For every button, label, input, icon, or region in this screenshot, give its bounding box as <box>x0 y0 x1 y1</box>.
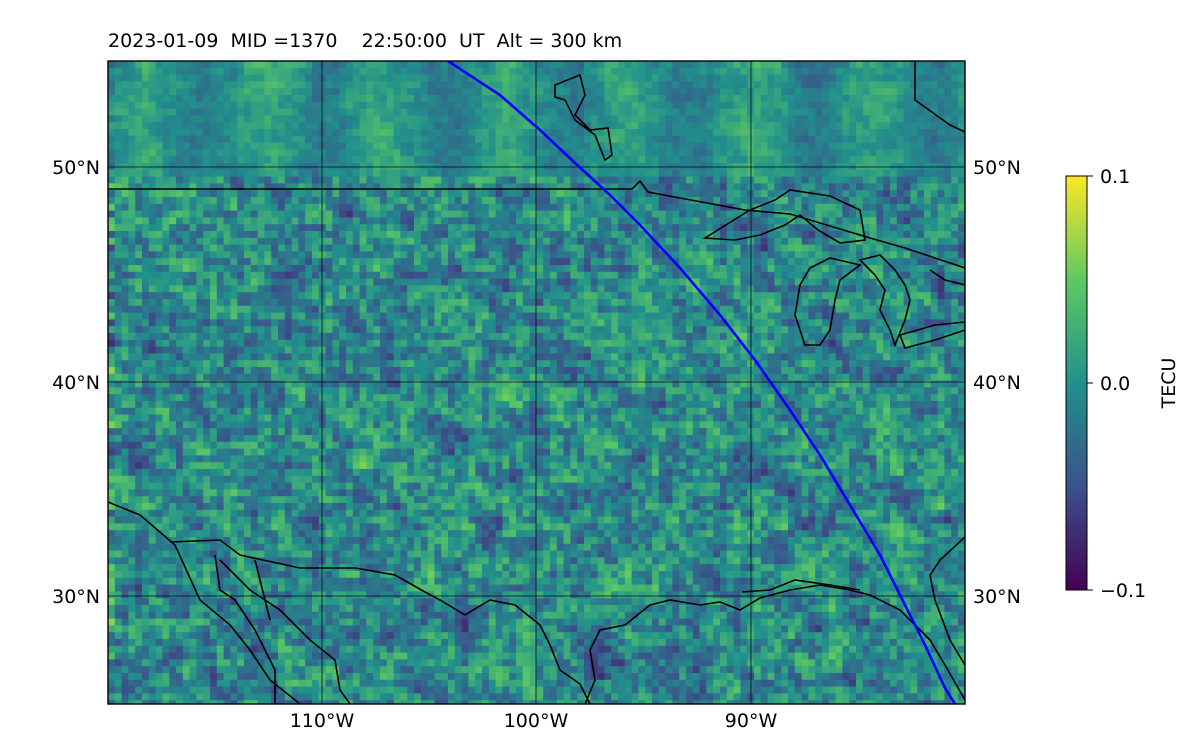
gulf-coast-west <box>219 559 351 704</box>
lake-erie <box>898 321 965 349</box>
florida-coast <box>741 579 861 593</box>
us-canada-border <box>108 179 965 269</box>
colorbar-label-max: 0.1 <box>1100 166 1130 188</box>
colorbar-title: TECU <box>1158 358 1180 410</box>
map-title: 2023-01-09 MID =1370 22:50:00 UT Alt = 3… <box>108 30 623 52</box>
lat-label-50n-left: 50°N <box>52 157 100 179</box>
lon-label-100w: 100°W <box>504 710 569 732</box>
coastlines-borders <box>108 61 965 704</box>
map-panel <box>107 60 966 705</box>
lake-michigan <box>794 257 862 346</box>
lat-label-30n-left: 30°N <box>52 586 100 608</box>
map-frame <box>107 60 966 705</box>
tec-heatmap <box>108 61 965 704</box>
border-ne <box>914 61 965 133</box>
baja-coast <box>169 539 591 704</box>
gridlines <box>108 61 965 704</box>
lon-label-110w: 110°W <box>290 710 355 732</box>
lake-huron <box>858 254 911 348</box>
lat-label-50n-right: 50°N <box>973 157 1021 179</box>
lake-superior <box>702 189 866 244</box>
colorbar-label-min: −0.1 <box>1100 580 1146 602</box>
us-mexico-border-west <box>108 501 301 704</box>
mexico-interior <box>214 554 276 704</box>
colorbar: 0.1 0.0 −0.1 TECU <box>1065 166 1180 602</box>
lat-label-40n-right: 40°N <box>973 372 1021 394</box>
atlantic-coast <box>929 536 965 666</box>
gulf-coast <box>584 584 965 704</box>
border-ne2 <box>929 269 965 286</box>
sierra-line <box>254 559 271 621</box>
satellite-track <box>447 61 957 704</box>
lat-label-30n-right: 30°N <box>973 586 1021 608</box>
colorbar-gradient <box>1065 175 1088 591</box>
colorbar-label-zero: 0.0 <box>1100 373 1130 395</box>
lon-label-90w: 90°W <box>725 710 778 732</box>
lat-label-40n-left: 40°N <box>52 372 100 394</box>
lake-winnipeg <box>554 73 613 162</box>
